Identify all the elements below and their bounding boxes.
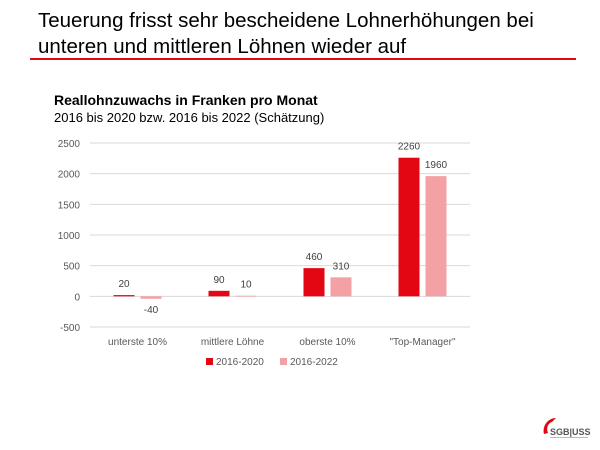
data-label: 2260 <box>398 142 421 153</box>
bar <box>398 157 420 297</box>
y-tick-label: 1500 <box>58 200 81 211</box>
y-tick-label: 1000 <box>58 231 81 242</box>
y-tick-label: -500 <box>60 323 80 334</box>
data-label: 1960 <box>425 160 448 171</box>
sgb-uss-logo-icon: SGB|USS <box>543 418 591 438</box>
data-label: 460 <box>306 252 323 263</box>
data-label: 90 <box>213 275 225 286</box>
bar <box>303 268 325 297</box>
legend-label: 2016-2020 <box>216 357 264 368</box>
y-tick-label: 2000 <box>58 170 81 181</box>
data-label: 10 <box>240 280 252 291</box>
slide-title: Teuerung frisst sehr bescheidene Lohnerh… <box>38 9 534 58</box>
chart-subtitle: 2016 bis 2020 bzw. 2016 bis 2022 (Schätz… <box>54 110 325 125</box>
title-divider <box>30 58 576 60</box>
y-tick-label: 500 <box>63 262 80 273</box>
y-tick-label: 2500 <box>58 139 81 150</box>
x-category-label: mittlere Löhne <box>201 337 265 348</box>
data-label: -40 <box>144 305 159 316</box>
bar <box>208 290 230 297</box>
bar <box>140 296 162 299</box>
x-category-label: oberste 10% <box>299 337 355 348</box>
bar <box>235 295 257 297</box>
bar <box>330 277 352 297</box>
legend-label: 2016-2022 <box>290 357 338 368</box>
x-category-label: "Top-Manager" <box>389 337 455 348</box>
bar <box>113 295 135 297</box>
chart-title: Reallohnzuwachs in Franken pro Monat <box>54 92 318 108</box>
legend-swatch <box>206 358 213 365</box>
y-tick-label: 0 <box>74 292 80 303</box>
x-category-label: unterste 10% <box>108 337 167 348</box>
data-label: 20 <box>118 279 130 290</box>
logo-text: SGB|USS <box>550 427 591 437</box>
bar <box>425 176 447 297</box>
legend-swatch <box>280 358 287 365</box>
data-label: 310 <box>333 261 350 272</box>
